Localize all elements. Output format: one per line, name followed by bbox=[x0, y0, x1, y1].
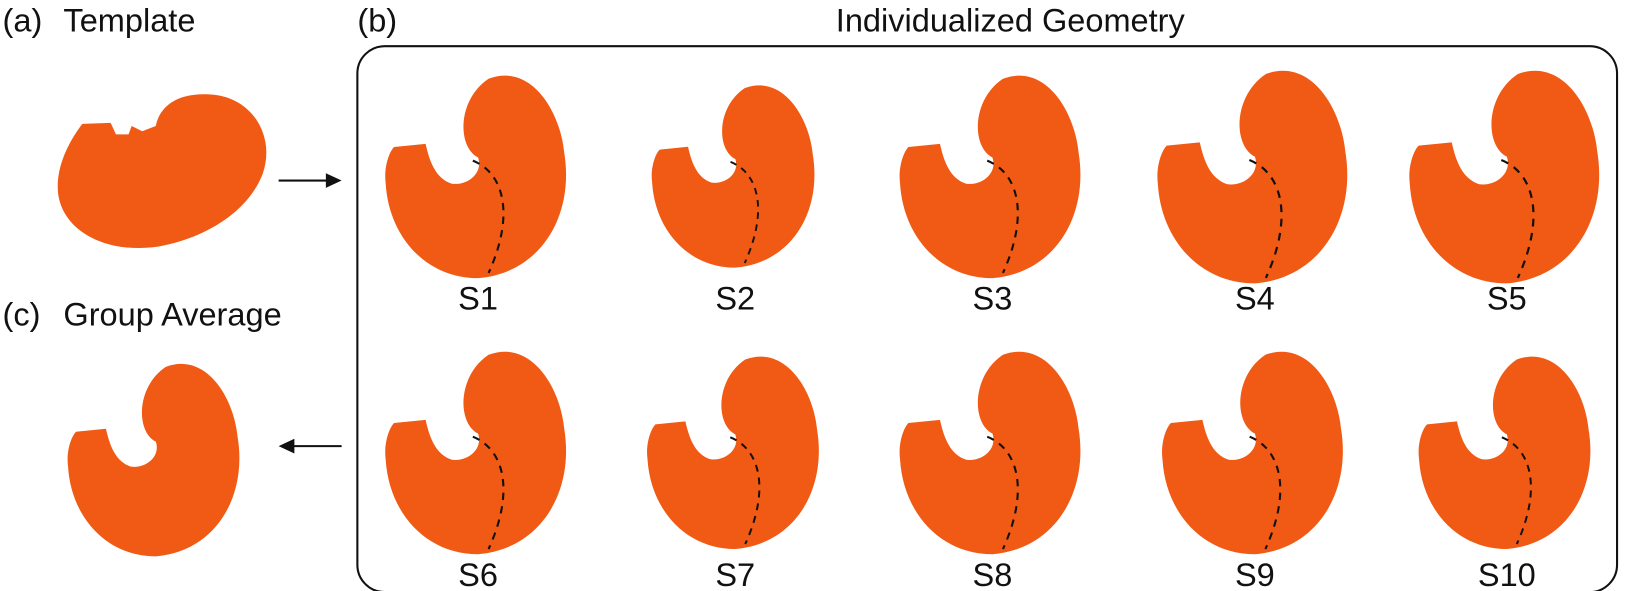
subject-shape bbox=[651, 85, 815, 268]
panel-label: (b) bbox=[357, 2, 397, 38]
panel-title: Individualized Geometry bbox=[836, 2, 1186, 38]
subject-shape bbox=[647, 356, 819, 550]
subject-shape bbox=[1418, 356, 1591, 550]
subject-label: S5 bbox=[1487, 281, 1527, 317]
arrow bbox=[278, 438, 342, 454]
subject-label: S3 bbox=[973, 281, 1013, 317]
subject-grid: S1 S2 S3 S4 S5 S6 S7 S8 S9 S10 bbox=[385, 70, 1600, 591]
subject-shape bbox=[899, 351, 1081, 555]
subject-shape bbox=[385, 351, 567, 555]
subject-shape bbox=[1409, 70, 1600, 284]
subject-shape bbox=[385, 75, 567, 279]
subject-shape bbox=[1162, 351, 1343, 555]
subject-shape bbox=[1157, 70, 1348, 284]
subject-label: S2 bbox=[715, 281, 755, 317]
subject-label: S10 bbox=[1478, 557, 1536, 591]
subject-label: S4 bbox=[1235, 281, 1275, 317]
arrow bbox=[278, 173, 342, 188]
subject-label: S8 bbox=[973, 557, 1013, 591]
subject-label: S6 bbox=[458, 557, 498, 591]
panel-label: (c) bbox=[3, 296, 41, 332]
panel-title: Template bbox=[63, 2, 195, 38]
subject-shape bbox=[899, 75, 1081, 279]
subject-label: S7 bbox=[715, 557, 755, 591]
subject-label: S9 bbox=[1235, 557, 1275, 591]
panel-box bbox=[356, 45, 1619, 591]
panel-label: (a) bbox=[3, 2, 43, 38]
average-shape bbox=[67, 363, 240, 557]
subject-label: S1 bbox=[458, 281, 498, 317]
panel-title: Group Average bbox=[63, 296, 281, 332]
template-shape bbox=[57, 94, 267, 249]
